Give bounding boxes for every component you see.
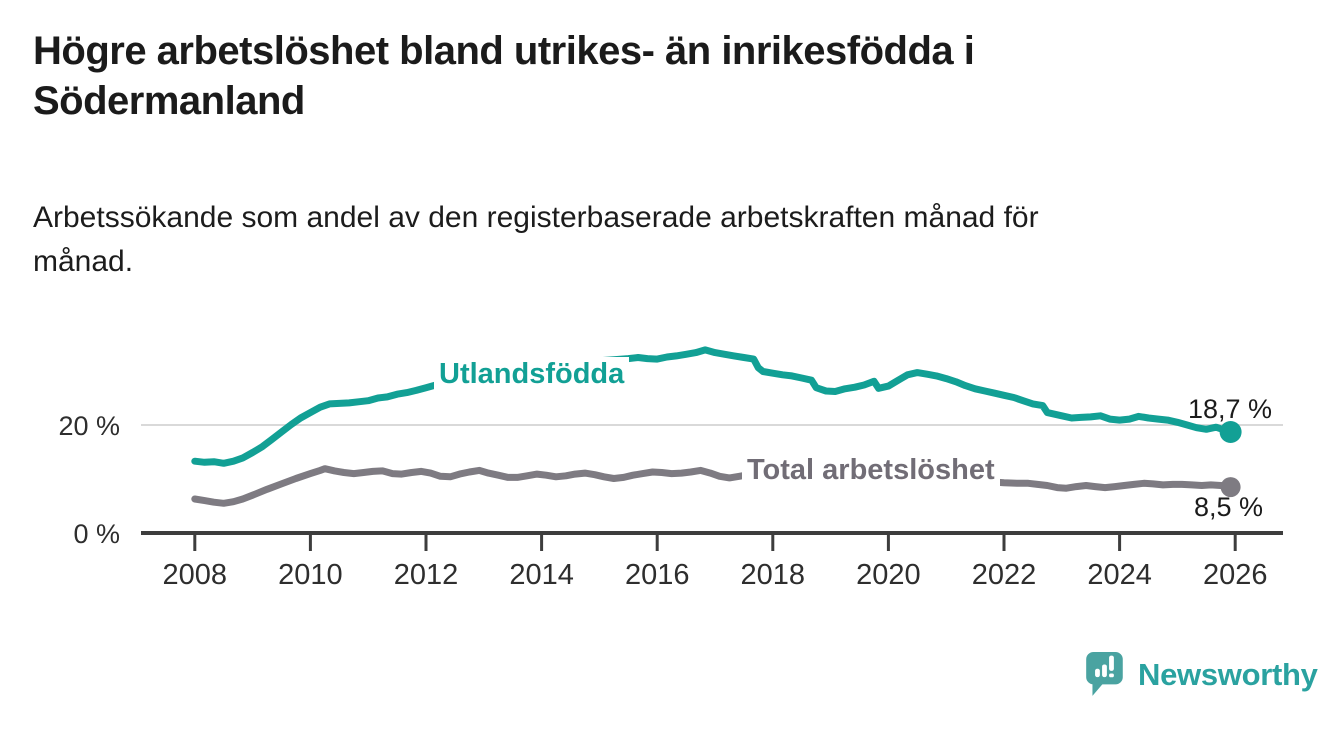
chart-subtitle: Arbetssökande som andel av den registerb… [33,196,1039,284]
x-tick-label-2020: 2020 [856,559,921,591]
x-tick-label-2008: 2008 [163,559,228,591]
series-line-total-arbetsloshet [191,465,1235,507]
x-tick-label-2012: 2012 [394,559,459,591]
logo-exclamation-bar [1109,655,1114,671]
newsworthy-logo-icon [1086,652,1123,696]
page-title-line1: Högre arbetslöshet bland utrikes- än inr… [33,29,975,73]
newsworthy-logo: Newsworthy [1085,652,1318,698]
x-tick-label-2018: 2018 [741,559,806,591]
chart-subtitle-line1: Arbetssökande som andel av den registerb… [33,201,1039,234]
logo-bar-short [1095,668,1100,678]
series-lines-layer [191,346,1242,507]
x-tick-label-2022: 2022 [972,559,1037,591]
x-tick-label-2014: 2014 [509,559,574,591]
logo-bar-medium [1102,664,1107,678]
end-value-label-utlandsfodda: 18,7 % [1188,394,1273,424]
y-tick-label-20: 20 % [58,411,120,441]
x-axis: 2008 2010 2012 2014 2016 2018 2020 2022 2024 2026 [141,531,1283,591]
page-title: Högre arbetslöshet bland utrikes- än inr… [33,26,975,126]
series-label-utlandsfodda: Utlandsfödda [434,357,630,392]
series-label-total-arbetsloshet: Total arbetslöshet [742,453,1000,488]
chart-subtitle-line2: månad. [33,245,134,278]
end-value-label-total: 8,5 % [1194,492,1264,522]
x-tick-label-2026: 2026 [1203,559,1268,591]
page-title-line2: Södermanland [33,79,305,123]
series-endpoint-dot-utlandsfodda [1219,421,1242,443]
series-endpoint-dot-total-arbetsloshet [1220,477,1241,498]
y-tick-label-0: 0 % [73,519,120,549]
x-tick-label-2024: 2024 [1087,559,1152,591]
logo-exclamation-dot [1109,673,1114,678]
newsworthy-wordmark: Newsworthy [1138,657,1318,692]
x-tick-label-2010: 2010 [278,559,343,591]
x-tick-label-2016: 2016 [625,559,690,591]
series-line-utlandsfodda [191,346,1235,467]
